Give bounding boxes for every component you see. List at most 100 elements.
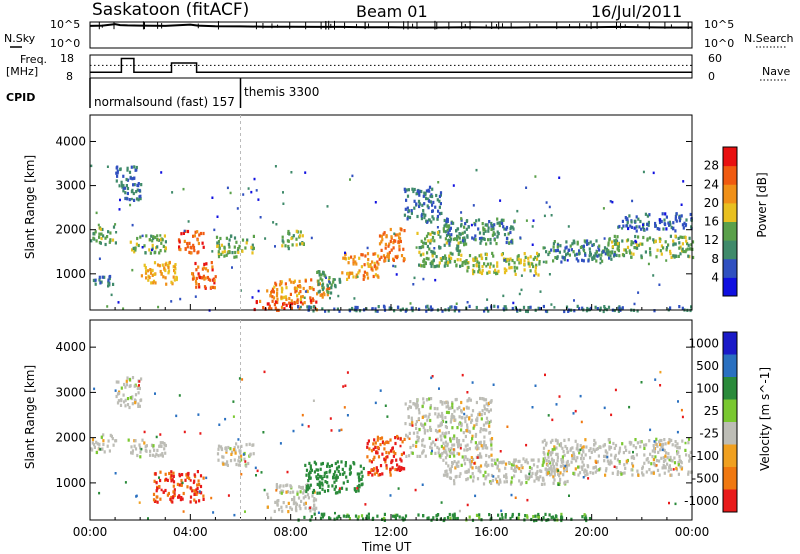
velocity-panel-cell	[267, 495, 270, 500]
power-panel-scatter-point	[159, 234, 162, 237]
velocity-panel-cell	[470, 420, 473, 424]
velocity-panel-cell	[193, 492, 196, 496]
power-panel-cell	[552, 242, 555, 246]
power-panel-cell	[398, 232, 401, 236]
power-panel-cell	[389, 227, 392, 232]
velocity-panel-cell	[305, 468, 309, 472]
velocity-panel-cell	[462, 431, 465, 435]
power-panel-cell	[346, 271, 349, 275]
velocity-panel-cell	[379, 473, 382, 477]
power-panel-cell	[652, 238, 655, 242]
velocity-panel-cell	[471, 434, 474, 438]
power-panel-cell	[144, 271, 148, 275]
velocity-panel-cell	[266, 505, 269, 509]
velocity-panel-cell	[139, 450, 142, 454]
power-panel-cell	[174, 263, 177, 267]
velocity-panel-cell	[489, 400, 492, 404]
velocity-panel-scatter-point	[430, 376, 433, 380]
velocity-panel-cell	[679, 465, 682, 469]
velocity-panel-cell	[537, 515, 540, 519]
power-panel-cell	[186, 245, 189, 249]
velocity-panel-cell	[396, 463, 399, 467]
velocity-panel-cell	[344, 464, 347, 468]
velocity-panel-cell	[674, 444, 677, 448]
velocity-panel-scatter-point	[534, 384, 537, 387]
velocity-panel-cell	[447, 410, 450, 415]
power-panel-cell	[496, 261, 499, 265]
velocity-panel-cell	[532, 515, 535, 519]
power-panel-cell	[512, 227, 515, 231]
velocity-panel-cell	[415, 440, 418, 444]
velocity-panel-cell	[436, 430, 439, 434]
velocity-panel-cell	[565, 467, 568, 471]
power-panel-cell	[120, 180, 123, 184]
velocity-panel-cell	[151, 453, 154, 457]
power-panel-cell	[553, 249, 556, 253]
velocity-panel-cell	[155, 489, 158, 493]
velocity-panel-cell	[478, 469, 481, 473]
velocity-panel-cell	[333, 480, 336, 484]
velocity-panel-cell	[462, 407, 465, 411]
velocity-panel-cell	[596, 447, 599, 451]
velocity-panel-cell	[452, 516, 455, 520]
power-panel-cell	[266, 302, 269, 306]
power-panel-cell	[192, 243, 195, 247]
power-panel-scatter-point	[310, 236, 313, 240]
velocity-panel-cell	[391, 514, 395, 518]
power-panel-cell	[607, 250, 610, 254]
velocity-panel-cell	[101, 447, 104, 451]
velocity-panel-cell	[624, 466, 627, 470]
velocity-panel-cell	[103, 450, 106, 454]
velocity-panel-cell	[136, 453, 139, 458]
power-panel-scatter-point	[274, 165, 277, 168]
velocity-panel-cell	[400, 452, 403, 457]
velocity-panel-cell	[308, 486, 311, 490]
velocity-panel-scatter-point	[189, 479, 192, 482]
velocity-panel-scatter-point	[668, 458, 671, 462]
power-panel-cell	[298, 279, 301, 283]
power-panel-cell	[630, 225, 633, 229]
power-panel-cell	[434, 205, 437, 209]
power-panel-ytick-label: 1000	[55, 267, 86, 281]
power-panel-cell	[151, 268, 154, 272]
power-panel-scatter-point	[475, 168, 478, 172]
power-panel-scatter-point	[534, 175, 537, 178]
power-panel-cell	[496, 221, 499, 225]
velocity-panel-scatter-point	[668, 501, 670, 505]
velocity-panel-cell	[482, 428, 485, 432]
velocity-panel-cell	[366, 455, 369, 459]
velocity-panel-cell	[664, 442, 667, 446]
velocity-panel-cell	[569, 447, 573, 451]
velocity-panel-cell	[416, 454, 419, 458]
power-panel-cell	[670, 255, 673, 259]
power-panel-scatter-point	[525, 219, 528, 222]
velocity-panel-cell	[295, 509, 298, 513]
velocity-panel-scatter-point	[383, 458, 386, 462]
power-panel-cell	[285, 297, 288, 301]
velocity-panel-cell	[376, 469, 379, 473]
power-panel-cell	[216, 241, 219, 245]
power-panel-cell	[450, 237, 453, 241]
velocity-panel-scatter-point	[344, 384, 347, 387]
velocity-panel-cell	[449, 467, 452, 471]
velocity-panel-cell	[109, 433, 112, 437]
power-panel-cell	[168, 260, 171, 265]
freq-label-line2: [MHz]	[6, 65, 39, 78]
power-panel-cell	[445, 224, 448, 228]
power-colorbar-tick-label: 24	[704, 177, 719, 191]
velocity-panel-cell	[466, 477, 469, 481]
velocity-panel-scatter-point	[135, 495, 138, 498]
velocity-panel-cell	[587, 465, 590, 469]
power-panel-cell	[377, 254, 380, 258]
velocity-panel-cell	[306, 493, 310, 497]
velocity-panel-cell	[217, 447, 220, 451]
velocity-panel-cell	[420, 422, 423, 426]
velocity-panel-cell	[243, 457, 246, 461]
velocity-panel-cell	[429, 428, 433, 432]
velocity-panel-cell	[488, 424, 491, 428]
velocity-panel-cell	[435, 517, 438, 521]
power-panel-cell	[448, 224, 451, 228]
velocity-panel-cell	[517, 512, 521, 517]
velocity-panel-cell	[541, 463, 544, 467]
velocity-panel-cell	[408, 454, 411, 458]
